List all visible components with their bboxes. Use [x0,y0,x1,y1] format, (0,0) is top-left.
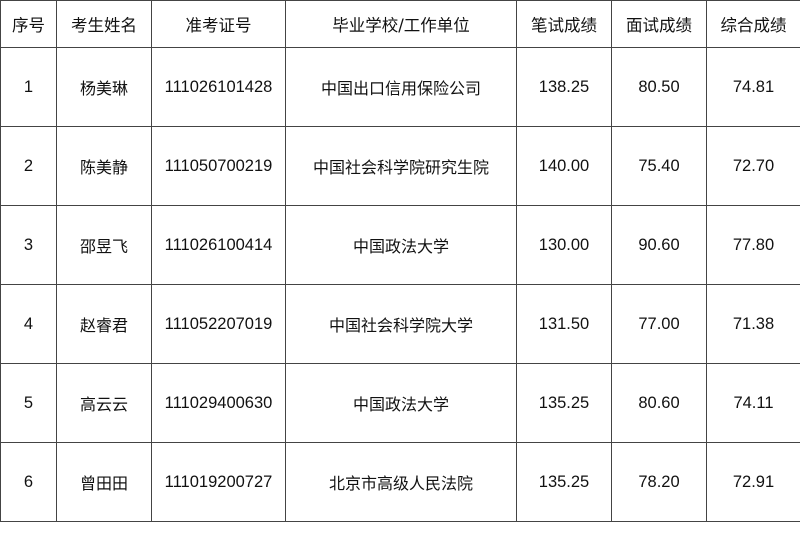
table-row: 1 杨美琳 111026101428 中国出口信用保险公司 138.25 80.50 74.… [0,47,800,127]
cell-interview-score: 80.60 [611,363,707,443]
cell-interview-score: 80.50 [611,47,707,127]
cell-written-score: 135.25 [516,442,612,522]
header-row: 序号 考生姓名 准考证号 毕业学校/工作单位 笔试成绩 面试成绩 综合成绩 [0,0,800,48]
cell-written-score: 140.00 [516,126,612,206]
header-name: 考生姓名 [56,0,152,48]
cell-total-score: 74.11 [706,363,800,443]
cell-total-score: 71.38 [706,284,800,364]
cell-total-score: 77.80 [706,205,800,285]
cell-exam-id: 111052207019 [151,284,286,364]
cell-exam-id: 111026101428 [151,47,286,127]
header-interview-score: 面试成绩 [611,0,707,48]
table-row: 2 陈美静 111050700219 中国社会科学院研究生院 140.00 75.40 72… [0,126,800,206]
cell-school: 中国政法大学 [285,363,517,443]
cell-interview-score: 78.20 [611,442,707,522]
cell-school: 中国社会科学院大学 [285,284,517,364]
cell-index: 3 [0,205,57,285]
table-row: 5 高云云 111029400630 中国政法大学 135.25 80.60 74.11 [0,363,800,443]
cell-written-score: 135.25 [516,363,612,443]
table-row: 6 曾田田 111019200727 北京市高级人民法院 135.25 78.20 72.9… [0,442,800,522]
header-total-score: 综合成绩 [706,0,800,48]
cell-name: 赵睿君 [56,284,152,364]
cell-index: 4 [0,284,57,364]
cell-exam-id: 111026100414 [151,205,286,285]
table-row: 4 赵睿君 111052207019 中国社会科学院大学 131.50 77.00 71.3… [0,284,800,364]
cell-name: 邵昱飞 [56,205,152,285]
cell-total-score: 72.91 [706,442,800,522]
cell-written-score: 138.25 [516,47,612,127]
cell-school: 中国出口信用保险公司 [285,47,517,127]
cell-school: 中国社会科学院研究生院 [285,126,517,206]
cell-written-score: 131.50 [516,284,612,364]
header-written-score: 笔试成绩 [516,0,612,48]
cell-exam-id: 111050700219 [151,126,286,206]
cell-name: 杨美琳 [56,47,152,127]
header-index: 序号 [0,0,57,48]
cell-index: 2 [0,126,57,206]
cell-exam-id: 111029400630 [151,363,286,443]
cell-index: 6 [0,442,57,522]
cell-total-score: 72.70 [706,126,800,206]
cell-exam-id: 111019200727 [151,442,286,522]
cell-name: 陈美静 [56,126,152,206]
cell-school: 中国政法大学 [285,205,517,285]
cell-interview-score: 90.60 [611,205,707,285]
cell-interview-score: 77.00 [611,284,707,364]
cell-name: 曾田田 [56,442,152,522]
table-row: 3 邵昱飞 111026100414 中国政法大学 130.00 90.60 77.80 [0,205,800,285]
header-school: 毕业学校/工作单位 [285,0,517,48]
cell-index: 1 [0,47,57,127]
cell-total-score: 74.81 [706,47,800,127]
cell-name: 高云云 [56,363,152,443]
cell-written-score: 130.00 [516,205,612,285]
cell-school: 北京市高级人民法院 [285,442,517,522]
header-exam-id: 准考证号 [151,0,286,48]
cell-interview-score: 75.40 [611,126,707,206]
cell-index: 5 [0,363,57,443]
